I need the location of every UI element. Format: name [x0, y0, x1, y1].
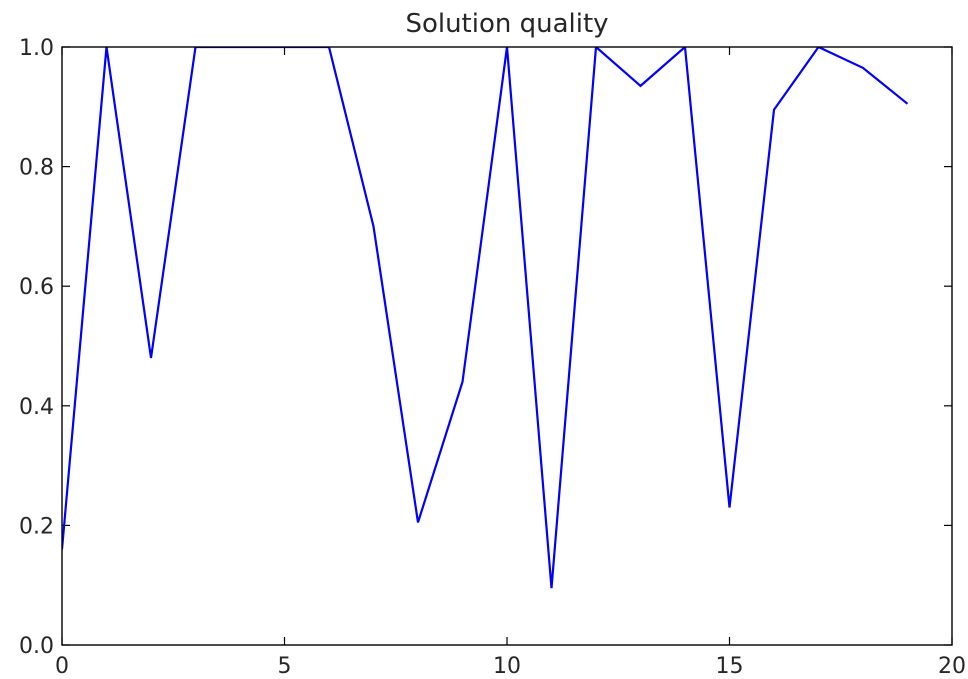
x-tick-label: 5 — [278, 654, 292, 679]
chart-title: Solution quality — [405, 9, 608, 39]
y-tick-label: 1.0 — [19, 36, 54, 61]
x-tick-label: 20 — [938, 654, 966, 679]
series-layer — [62, 47, 909, 589]
ticks-layer — [61, 46, 953, 646]
plot-frame — [61, 46, 953, 646]
y-tick-label: 0.2 — [19, 514, 54, 539]
y-tick-label: 0.8 — [19, 156, 54, 181]
y-tick-label: 0.4 — [19, 395, 54, 420]
x-tick-label: 0 — [55, 654, 69, 679]
labels-layer: 0 5 10 15 20 0.0 0.2 0.4 0.6 0.8 1.0 — [19, 36, 966, 679]
x-tick-label: 10 — [493, 654, 521, 679]
series-line-0 — [62, 47, 909, 589]
y-tick-label: 0.0 — [19, 634, 54, 659]
y-tick-label: 0.6 — [19, 275, 54, 300]
x-tick-label: 15 — [716, 654, 744, 679]
